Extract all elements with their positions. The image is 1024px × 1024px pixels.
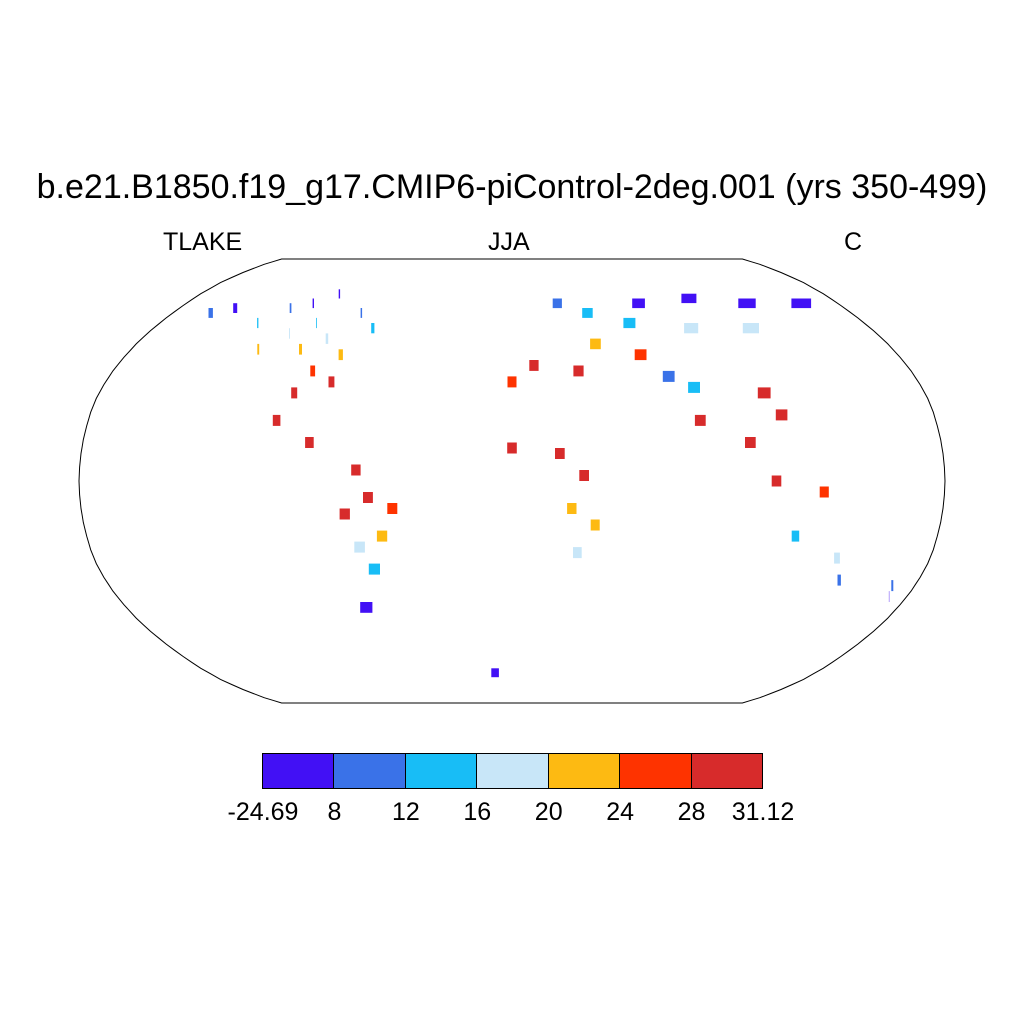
map-cell — [208, 308, 213, 318]
map-cell — [272, 414, 281, 426]
map-cell — [507, 442, 517, 454]
colorbar-box — [619, 753, 692, 789]
map-cell — [684, 323, 699, 334]
map-cell — [360, 308, 363, 318]
map-cell — [582, 308, 593, 318]
colorbar-box — [690, 753, 763, 789]
map-cell — [771, 475, 782, 487]
colorbar-tick-label: 28 — [677, 798, 706, 826]
map-cell — [491, 668, 499, 678]
map-cell — [662, 370, 675, 382]
season-label: JJA — [488, 228, 530, 256]
map-cell — [299, 343, 302, 355]
map-cell — [694, 414, 706, 426]
map-cell — [623, 317, 636, 329]
map-cell — [634, 349, 647, 361]
map-outline — [78, 258, 946, 704]
map-cell — [291, 387, 298, 399]
map-cell — [567, 503, 577, 514]
map-cell — [775, 409, 788, 421]
map-cell — [590, 519, 600, 531]
colorbar-tick-label: 8 — [327, 798, 342, 826]
map-cell — [688, 381, 700, 393]
colorbar-box — [547, 753, 621, 789]
map-cell — [310, 365, 316, 377]
map-cell — [368, 563, 380, 575]
map-cell — [791, 530, 800, 542]
colorbar-box — [262, 753, 335, 789]
map-cell — [891, 580, 894, 592]
map-cell — [837, 574, 841, 586]
map-cell — [338, 289, 341, 299]
map-cell — [371, 323, 375, 334]
colorbar-box — [333, 753, 406, 789]
colorbar-box — [476, 753, 549, 789]
colorbar — [262, 753, 763, 789]
map-cell — [579, 470, 589, 481]
map-cell — [351, 464, 361, 476]
map-cell — [742, 323, 759, 334]
map-cell — [360, 602, 373, 613]
map-cell — [376, 530, 388, 542]
map-cell — [312, 298, 314, 309]
units-label: C — [844, 228, 863, 256]
map-cell — [339, 508, 350, 520]
map-cell — [834, 552, 840, 564]
map-cell — [387, 503, 398, 514]
map-cell — [257, 343, 260, 355]
map-cell — [819, 486, 829, 498]
colorbar-tick-label: 12 — [391, 798, 420, 826]
map-cell — [745, 437, 756, 448]
colorbar-tick-label: 24 — [606, 798, 635, 826]
map-cell — [573, 547, 582, 559]
map-cell — [791, 298, 812, 309]
map-cell — [305, 437, 314, 448]
colorbar-tick-label: 20 — [534, 798, 563, 826]
map-cell — [573, 365, 584, 377]
map-cell — [757, 387, 771, 399]
page-title: b.e21.B1850.f19_g17.CMIP6-piControl-2deg… — [36, 168, 988, 206]
map-cell — [316, 317, 317, 329]
map-cell — [289, 328, 290, 339]
map-cells — [208, 289, 894, 678]
colorbar-tick-label: -24.69 — [227, 798, 299, 826]
map-cell — [289, 303, 292, 313]
map-cell — [632, 298, 645, 309]
map-cell — [363, 492, 373, 503]
colorbar-tick-label: 31.12 — [731, 798, 795, 826]
map-cell — [507, 376, 517, 388]
map-cell — [738, 298, 756, 309]
map-cell — [354, 541, 365, 553]
map-cell — [325, 333, 329, 344]
map-cell — [552, 298, 562, 309]
variable-label: TLAKE — [163, 228, 243, 256]
colorbar-tick-label: 16 — [463, 798, 492, 826]
map-cell — [555, 448, 565, 459]
colorbar-box — [404, 753, 478, 789]
map-cell — [529, 360, 539, 371]
map-cell — [590, 338, 601, 350]
map-cell — [681, 293, 697, 304]
map-cell — [338, 349, 343, 361]
map-cell — [233, 303, 238, 313]
map-cell — [328, 376, 335, 388]
map-cell — [257, 317, 259, 329]
